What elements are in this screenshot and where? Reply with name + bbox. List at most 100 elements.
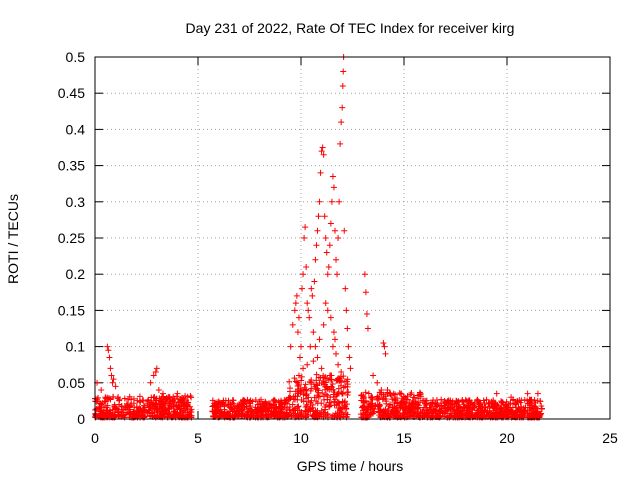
data-point [324, 410, 331, 417]
data-point [333, 377, 340, 384]
data-point [328, 198, 335, 205]
data-point [182, 392, 189, 399]
data-point [408, 390, 415, 397]
data-point [491, 409, 498, 416]
data-point [319, 390, 326, 397]
data-point [324, 271, 331, 278]
data-point [97, 400, 104, 407]
data-point [271, 401, 278, 408]
data-point [387, 414, 394, 421]
data-point [320, 374, 327, 381]
data-point [174, 390, 181, 397]
data-point [158, 404, 165, 411]
data-point [156, 401, 163, 408]
data-point [375, 395, 382, 402]
data-point [327, 220, 334, 227]
data-point [339, 82, 346, 89]
data-point [390, 390, 397, 397]
data-point [417, 408, 424, 415]
data-point [106, 354, 113, 361]
data-point [344, 391, 351, 398]
data-point [178, 413, 185, 420]
data-point [398, 402, 405, 409]
data-point [475, 412, 482, 419]
data-point [339, 104, 346, 111]
data-point [388, 409, 395, 416]
data-point [298, 397, 305, 404]
data-point [316, 380, 323, 387]
data-point [294, 412, 301, 419]
data-point [346, 354, 353, 361]
data-point [334, 375, 341, 382]
data-point [228, 403, 235, 410]
data-point [360, 393, 367, 400]
data-point [209, 408, 216, 415]
data-point [318, 148, 325, 155]
data-point [369, 394, 376, 401]
data-point [528, 398, 535, 405]
data-point [173, 393, 180, 400]
y-tick-label: 0.5 [66, 49, 86, 65]
data-point [304, 300, 311, 307]
data-point [430, 406, 437, 413]
data-point [327, 376, 334, 383]
data-point [426, 404, 433, 411]
data-point [306, 378, 313, 385]
data-points [92, 54, 545, 421]
data-point [344, 411, 351, 418]
data-point [291, 405, 298, 412]
y-axis-label: ROTI / TECUs [5, 194, 21, 284]
data-point [341, 378, 348, 385]
data-point [453, 399, 460, 406]
data-point [314, 407, 321, 414]
data-point [339, 390, 346, 397]
data-point [404, 396, 411, 403]
data-point [483, 396, 490, 403]
data-point [145, 397, 152, 404]
data-point [317, 169, 324, 176]
data-point [311, 394, 318, 401]
data-point [226, 404, 233, 411]
data-point [538, 405, 545, 412]
data-point [511, 409, 518, 416]
data-point [138, 408, 145, 415]
data-point [311, 278, 318, 285]
data-point [345, 388, 352, 395]
data-point [172, 409, 179, 416]
data-point [324, 307, 331, 314]
data-point [342, 285, 349, 292]
data-point [291, 375, 298, 382]
y-tick-label: 0.3 [66, 194, 86, 210]
data-point [146, 412, 153, 419]
data-point [417, 391, 424, 398]
data-point [329, 173, 336, 180]
data-point [119, 409, 126, 416]
data-point [524, 400, 531, 407]
data-point [340, 68, 347, 75]
y-tick-label: 0.45 [58, 85, 85, 101]
data-point [427, 414, 434, 421]
data-point [362, 289, 369, 296]
data-point [304, 361, 311, 368]
data-point [512, 408, 519, 415]
data-point [383, 398, 390, 405]
data-point [307, 343, 314, 350]
data-point [299, 285, 306, 292]
data-point [480, 413, 487, 420]
chart-title: Day 231 of 2022, Rate Of TEC Index for r… [186, 20, 515, 36]
data-point [423, 411, 430, 418]
data-point [442, 404, 449, 411]
data-point [423, 397, 430, 404]
data-point [98, 404, 105, 411]
data-point [130, 400, 137, 407]
data-point [342, 383, 349, 390]
data-point [292, 378, 299, 385]
data-point [520, 406, 527, 413]
data-point [295, 403, 302, 410]
data-point [422, 400, 429, 407]
data-point [302, 381, 309, 388]
data-point [216, 412, 223, 419]
data-point [501, 411, 508, 418]
data-point [159, 390, 166, 397]
data-point [323, 401, 330, 408]
